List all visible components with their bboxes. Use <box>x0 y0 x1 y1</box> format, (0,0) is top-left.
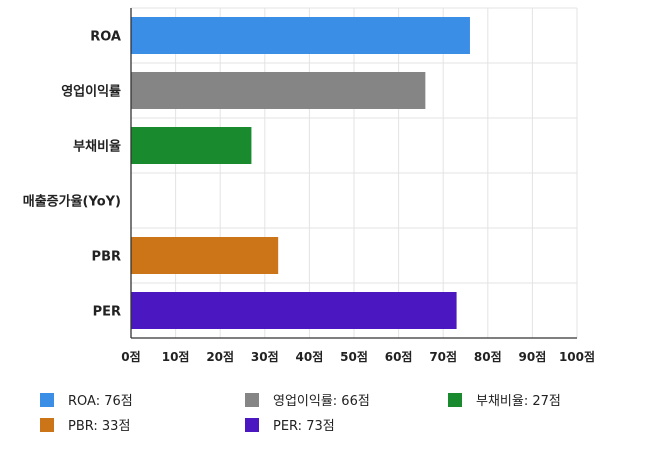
legend-item: PBR: 33점 <box>40 415 130 434</box>
bar-2 <box>131 127 252 164</box>
legend-label: PER: 73점 <box>273 419 335 434</box>
legend-label: 부채비율: 27점 <box>476 394 561 409</box>
legend-label: ROA: 76점 <box>68 394 133 409</box>
legend-swatch <box>245 392 259 407</box>
legend-swatch <box>448 392 462 407</box>
chart-legend: ROA: 76점 영업이익률: 66점 부채비율: 27점 PBR: 33점 PER: … <box>40 390 640 440</box>
bar-5 <box>131 292 457 329</box>
x-tick-label: 30점 <box>251 349 279 364</box>
legend-item: 영업이익률: 66점 <box>245 390 370 409</box>
x-tick-label: 50점 <box>340 349 368 364</box>
legend-item: PER: 73점 <box>245 415 335 434</box>
bar-4 <box>131 237 279 274</box>
x-tick-label: 10점 <box>162 349 190 364</box>
x-tick-label: 100점 <box>559 349 595 364</box>
legend-swatch <box>40 392 54 407</box>
legend-label: PBR: 33점 <box>68 419 131 434</box>
x-tick-label: 90점 <box>519 349 547 364</box>
x-tick-label: 70점 <box>429 349 457 364</box>
category-label: 영업이익률 <box>61 84 121 100</box>
bar-1 <box>131 72 426 109</box>
category-label: 부채비율 <box>73 139 121 155</box>
x-tick-label: 60점 <box>385 349 413 364</box>
x-tick-label: 20점 <box>206 349 234 364</box>
category-label: ROA <box>90 30 121 45</box>
category-label: PBR <box>92 250 121 265</box>
legend-item: ROA: 76점 <box>40 390 133 409</box>
x-tick-label: 40점 <box>296 349 324 364</box>
category-label: 매출증가율(YoY) <box>23 194 121 210</box>
legend-label: 영업이익률: 66점 <box>273 394 370 409</box>
legend-swatch <box>245 417 259 432</box>
bar-0 <box>131 17 470 54</box>
x-tick-label: 80점 <box>474 349 502 364</box>
legend-swatch <box>40 417 54 432</box>
x-tick-label: 0점 <box>121 349 140 364</box>
category-label: PER <box>93 305 121 320</box>
legend-item: 부채비율: 27점 <box>448 390 561 409</box>
